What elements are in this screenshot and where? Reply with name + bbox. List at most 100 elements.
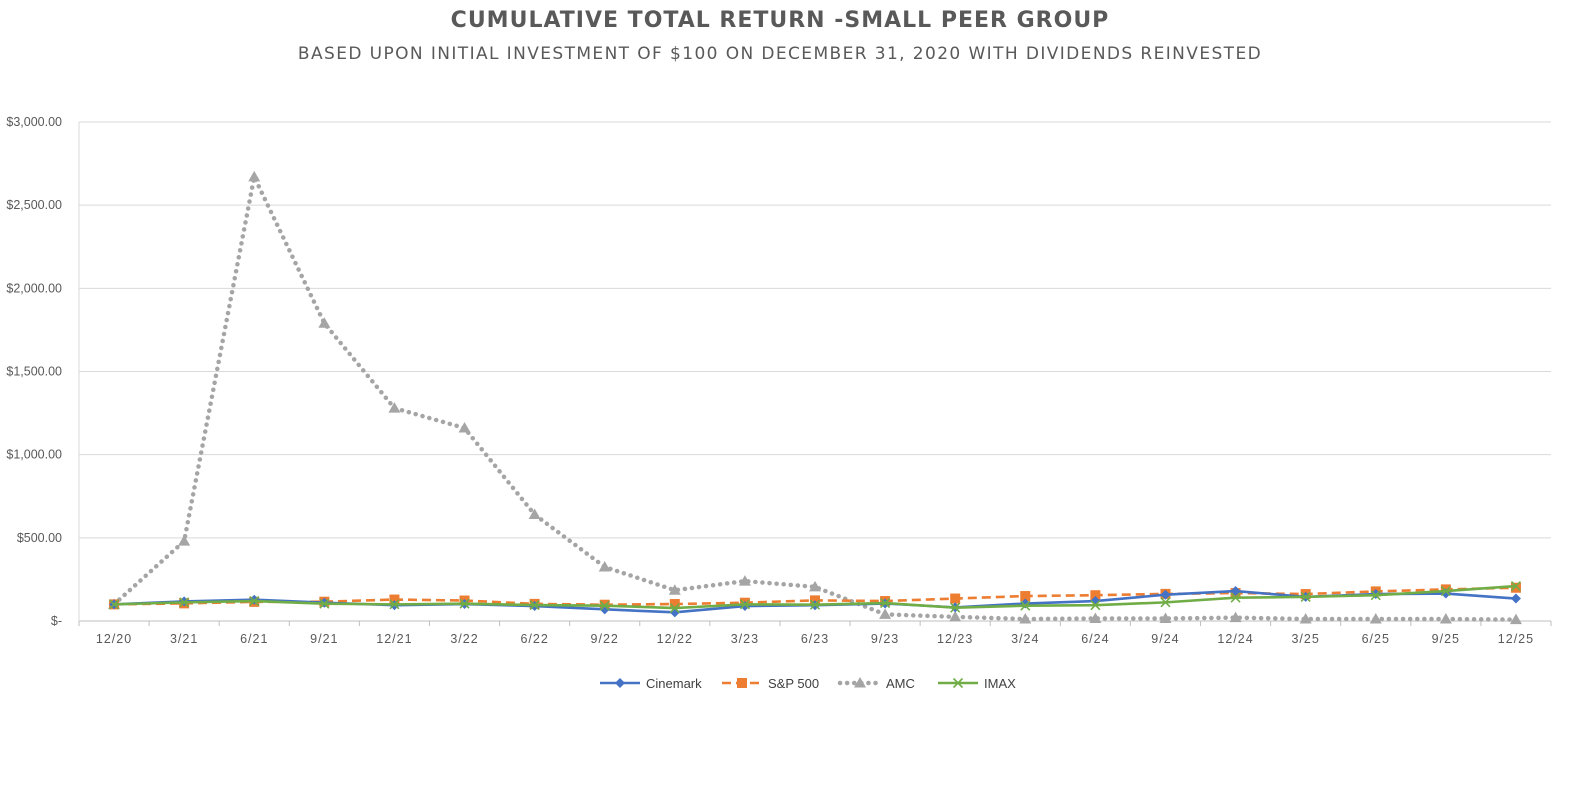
data-point-imax xyxy=(950,602,961,613)
legend-item-cinemark: Cinemark xyxy=(600,676,702,691)
y-tick-label: $2,500.00 xyxy=(6,198,62,212)
legend-marker xyxy=(737,678,747,688)
x-axis: 12/20 3/21 6/21 9/21 12/21 3/22 6/22 9/22 12/22 3… xyxy=(78,621,1552,646)
x-tick-label: 6/24 xyxy=(1081,632,1109,646)
x-tick-label: 3/25 xyxy=(1291,632,1319,646)
data-point-imax xyxy=(809,599,821,610)
data-point-amc xyxy=(1089,612,1102,624)
x-tick-label: 12/23 xyxy=(937,632,973,646)
x-tick-label: 6/21 xyxy=(240,632,268,646)
legend-item-sandp-500: S&P 500 xyxy=(722,676,819,691)
x-tick-label: 6/25 xyxy=(1362,632,1390,646)
x-tick-label: 6/22 xyxy=(520,632,548,646)
gridlines xyxy=(79,121,1551,622)
data-point-imax xyxy=(1090,600,1101,611)
data-point-imax xyxy=(1370,590,1381,601)
data-point-sandp-500 xyxy=(1510,582,1521,593)
x-tick-label: 12/20 xyxy=(96,632,132,646)
data-point-imax xyxy=(739,599,750,610)
data-point-imax xyxy=(1510,581,1522,592)
data-point-amc xyxy=(949,610,962,622)
x-tick-label: 9/25 xyxy=(1432,632,1460,646)
x-tick-label: 9/22 xyxy=(591,632,619,646)
data-point-imax xyxy=(669,602,680,614)
chart-subtitle: BASED UPON INITIAL INVESTMENT OF $100 ON… xyxy=(297,44,1263,64)
legend-marker xyxy=(952,677,964,689)
data-point-sandp-500 xyxy=(1020,591,1031,602)
data-point-amc xyxy=(1509,613,1522,625)
data-point-sandp-500 xyxy=(389,594,400,605)
series-group xyxy=(108,170,1522,625)
legend-label: S&P 500 xyxy=(768,676,819,691)
data-point-imax xyxy=(249,595,260,607)
x-tick-label: 6/23 xyxy=(801,632,829,646)
y-tick-label: $- xyxy=(51,614,62,628)
x-tick-label: 12/21 xyxy=(376,632,412,646)
chart-title: CUMULATIVE TOTAL RETURN -SMALL PEER GROU… xyxy=(450,8,1110,33)
x-tick-label: 12/25 xyxy=(1498,632,1534,646)
data-point-amc xyxy=(1229,611,1242,623)
data-point-imax xyxy=(880,597,891,609)
data-point-cinemark xyxy=(1510,593,1521,604)
x-tick-label: 12/22 xyxy=(657,632,693,646)
data-point-imax xyxy=(1300,591,1311,602)
x-tick-label: 3/22 xyxy=(450,632,478,646)
data-point-amc xyxy=(879,608,892,619)
legend-item-imax: IMAX xyxy=(938,676,1016,691)
series-amc xyxy=(108,170,1522,625)
data-point-amc xyxy=(668,584,681,595)
data-point-imax xyxy=(529,599,540,611)
data-point-amc xyxy=(1369,613,1382,624)
data-point-imax xyxy=(389,599,400,610)
data-point-amc xyxy=(248,170,261,182)
data-point-amc xyxy=(1299,613,1312,624)
data-point-imax xyxy=(108,599,120,610)
x-tick-label: 9/21 xyxy=(310,632,338,646)
legend-marker xyxy=(615,678,625,688)
legend: Cinemark S&P 500 AMC IMAX xyxy=(600,676,1016,691)
series-line-amc xyxy=(111,174,1519,622)
data-point-amc xyxy=(738,575,751,586)
data-point-cinemark xyxy=(1160,589,1171,600)
y-tick-label: $500.00 xyxy=(17,531,62,545)
legend-label: Cinemark xyxy=(646,676,702,691)
data-point-amc xyxy=(1019,613,1032,624)
data-point-imax xyxy=(1230,592,1241,603)
y-tick-label: $1,500.00 xyxy=(6,365,62,379)
x-tick-label: 9/24 xyxy=(1151,632,1179,646)
x-tick-label: 3/21 xyxy=(170,632,198,646)
data-point-imax xyxy=(1440,585,1451,597)
data-point-amc xyxy=(1159,612,1172,624)
x-tick-label: 9/23 xyxy=(871,632,899,646)
legend-label: IMAX xyxy=(984,676,1016,691)
data-point-sandp-500 xyxy=(950,593,961,604)
data-point-amc xyxy=(388,402,401,413)
data-point-imax xyxy=(599,600,610,611)
data-point-amc xyxy=(528,508,541,520)
x-tick-label: 3/23 xyxy=(731,632,759,646)
y-tick-label: $3,000.00 xyxy=(6,115,62,129)
x-tick-label: 3/24 xyxy=(1011,632,1039,646)
data-point-sandp-500 xyxy=(669,599,680,610)
data-point-amc xyxy=(458,422,471,433)
data-point-imax xyxy=(1160,597,1171,608)
data-point-cinemark xyxy=(1230,586,1241,597)
y-tick-label: $2,000.00 xyxy=(6,281,62,295)
data-point-amc xyxy=(1439,613,1452,624)
legend-marker xyxy=(854,677,866,688)
x-tick-label: 12/24 xyxy=(1217,632,1253,646)
data-point-sandp-500 xyxy=(1090,590,1101,601)
data-point-imax xyxy=(319,598,330,609)
series-imax xyxy=(108,581,1522,614)
data-point-amc xyxy=(178,535,191,546)
legend-item-amc: AMC xyxy=(837,676,915,691)
y-tick-label: $1,000.00 xyxy=(6,448,62,462)
data-point-amc xyxy=(598,560,611,572)
y-axis: $- $500.00 $1,000.00 $1,500.00 $2,000.00 $2,5… xyxy=(6,115,80,628)
data-point-imax xyxy=(459,598,470,609)
legend-label: AMC xyxy=(886,676,915,691)
data-point-amc xyxy=(809,580,821,592)
data-point-amc xyxy=(318,317,331,328)
data-point-imax xyxy=(179,597,190,608)
